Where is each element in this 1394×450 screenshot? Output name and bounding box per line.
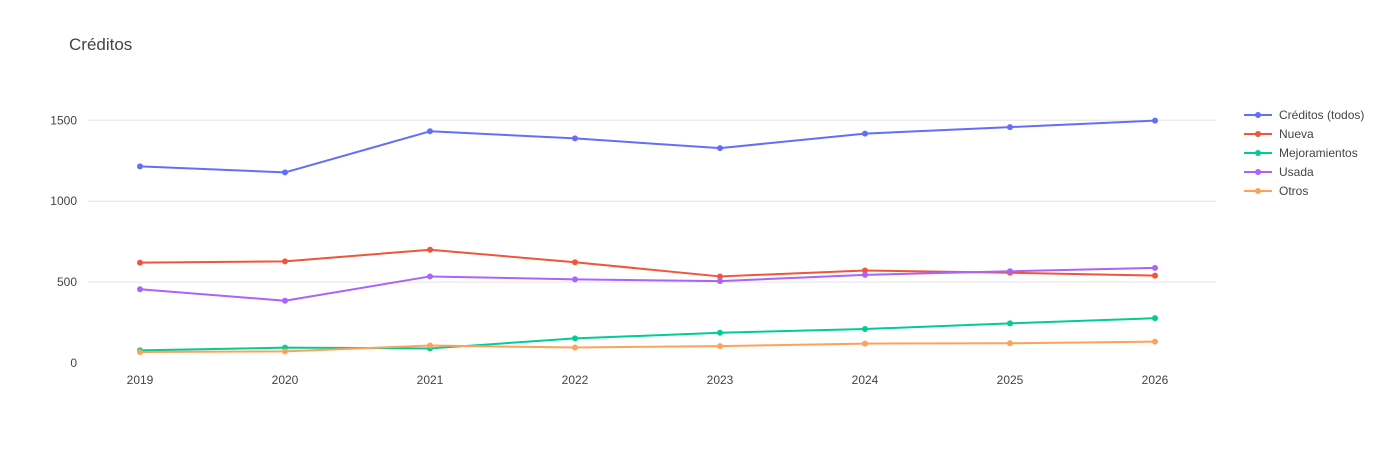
series-line <box>139 119 1156 174</box>
data-point <box>137 163 143 170</box>
x-tick-label: 2024 <box>852 373 879 387</box>
series-line <box>139 317 1156 352</box>
y-tick-label: 1000 <box>50 194 77 208</box>
data-point <box>862 267 868 274</box>
x-tick-label: 2025 <box>997 373 1024 387</box>
data-point <box>137 286 143 293</box>
legend-item[interactable]: Usada <box>1244 165 1314 179</box>
gridlines <box>88 119 1216 283</box>
data-point <box>427 273 433 280</box>
legend-marker <box>1255 112 1261 118</box>
data-point <box>282 258 288 265</box>
legend-item[interactable]: Otros <box>1244 184 1308 198</box>
series-lines <box>137 117 1158 355</box>
data-point <box>572 344 578 351</box>
x-axis: 2019 2020 2021 2022 2023 2024 2025 2026 <box>127 373 1169 387</box>
y-axis: 0 500 1000 1500 <box>50 113 77 370</box>
data-point <box>1152 272 1158 279</box>
data-point <box>572 135 578 142</box>
series-line <box>139 266 1156 302</box>
legend-label: Usada <box>1279 165 1314 179</box>
legend-marker <box>1255 131 1261 137</box>
data-point <box>862 340 868 347</box>
data-point <box>717 273 723 280</box>
series-line <box>139 340 1156 353</box>
data-point <box>1152 264 1158 271</box>
data-point <box>862 271 868 278</box>
data-point <box>282 348 288 355</box>
data-point <box>717 329 723 336</box>
data-point <box>572 276 578 283</box>
data-point <box>572 259 578 266</box>
data-point <box>862 326 868 333</box>
data-point <box>717 278 723 285</box>
legend-item[interactable]: Mejoramientos <box>1244 146 1358 160</box>
legend-label: Créditos (todos) <box>1279 108 1364 122</box>
x-tick-label: 2021 <box>417 373 444 387</box>
y-tick-label: 0 <box>70 356 77 370</box>
chart-title: Créditos <box>69 35 132 54</box>
data-point <box>427 128 433 135</box>
legend-marker <box>1255 150 1261 156</box>
data-point <box>282 297 288 304</box>
series-otros <box>137 338 1158 355</box>
data-point <box>282 169 288 176</box>
data-point <box>1152 117 1158 124</box>
y-tick-label: 500 <box>57 275 77 289</box>
data-point <box>862 130 868 137</box>
data-point <box>1152 338 1158 345</box>
legend-marker <box>1255 169 1261 175</box>
x-tick-label: 2023 <box>707 373 734 387</box>
data-point <box>1152 315 1158 322</box>
data-point <box>427 342 433 349</box>
data-point <box>1007 124 1013 131</box>
legend-label: Otros <box>1279 184 1308 198</box>
legend-label: Nueva <box>1279 127 1314 141</box>
data-point <box>1007 340 1013 347</box>
data-point <box>572 335 578 342</box>
data-point <box>427 246 433 253</box>
data-point <box>137 259 143 266</box>
legend-item[interactable]: Nueva <box>1244 127 1314 141</box>
x-tick-label: 2020 <box>272 373 299 387</box>
data-point <box>1007 320 1013 327</box>
legend[interactable]: Créditos (todos) Nueva Mejoramientos Usada O… <box>1244 108 1364 198</box>
legend-label: Mejoramientos <box>1279 146 1358 160</box>
x-tick-label: 2026 <box>1142 373 1169 387</box>
y-tick-label: 1500 <box>50 113 77 127</box>
series-nueva <box>137 246 1158 280</box>
x-tick-label: 2022 <box>562 373 589 387</box>
x-tick-label: 2019 <box>127 373 154 387</box>
legend-item[interactable]: Créditos (todos) <box>1244 108 1364 122</box>
data-point <box>717 343 723 350</box>
legend-marker <box>1255 188 1261 194</box>
data-point <box>1007 268 1013 275</box>
data-point <box>137 348 143 355</box>
series-cr-ditos-todos <box>137 117 1158 176</box>
series-usada <box>137 264 1158 304</box>
data-point <box>717 145 723 152</box>
